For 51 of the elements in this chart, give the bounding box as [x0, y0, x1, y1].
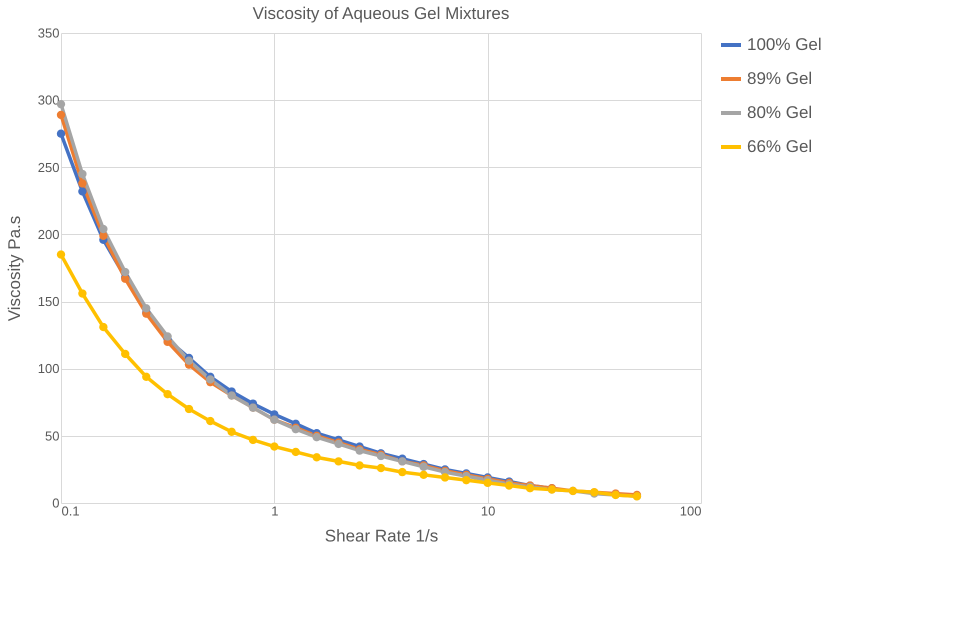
y-tick-label: 150: [38, 294, 60, 310]
point: [184, 356, 194, 365]
x-tick-label: 0.1: [62, 504, 80, 518]
point: [312, 453, 321, 462]
x-axis-title: Shear Rate 1/s: [324, 526, 438, 546]
point: [462, 476, 470, 484]
y-tick-label: 200: [38, 226, 60, 242]
point: [142, 372, 150, 381]
legend-label: 89% Gel: [747, 69, 812, 88]
point: [163, 332, 172, 341]
point: [121, 350, 130, 358]
point: [376, 464, 386, 472]
x-tick-label: 10: [480, 504, 496, 518]
point: [355, 461, 364, 470]
point: [419, 470, 428, 479]
point: [56, 110, 66, 120]
point: [163, 390, 172, 398]
point: [78, 289, 87, 298]
point: [121, 268, 130, 276]
point: [483, 478, 492, 488]
point: [440, 473, 450, 482]
point: [78, 187, 87, 196]
point: [56, 250, 66, 259]
point: [78, 179, 87, 188]
y-tick-label: 50: [45, 428, 60, 444]
point: [142, 304, 150, 312]
y-tick-label: 100: [38, 361, 60, 376]
legend-label: 80% Gel: [747, 103, 812, 122]
point: [99, 224, 108, 234]
y-tick-label: 350: [38, 26, 60, 40]
point: [206, 416, 214, 426]
point: [206, 375, 214, 384]
chart-title: Viscosity of Aqueous Gel Mixtures: [252, 4, 510, 23]
point: [227, 428, 236, 436]
y-tick-label: 250: [38, 160, 60, 175]
point: [78, 170, 87, 178]
y-tick-label: 300: [38, 92, 60, 108]
point: [398, 468, 406, 476]
x-tick-label: 1: [271, 504, 278, 518]
point: [248, 436, 258, 444]
point: [270, 442, 279, 451]
legend-label: 100% Gel: [747, 35, 822, 54]
y-axis-title: Viscosity Pa.s: [4, 216, 24, 322]
x-tick-label: 100: [680, 504, 702, 518]
point: [184, 404, 194, 414]
point: [292, 448, 300, 456]
point: [334, 457, 343, 466]
legend-label: 66% Gel: [747, 137, 812, 156]
point: [99, 322, 108, 332]
y-tick-label: 0: [52, 496, 60, 510]
point: [56, 130, 66, 138]
